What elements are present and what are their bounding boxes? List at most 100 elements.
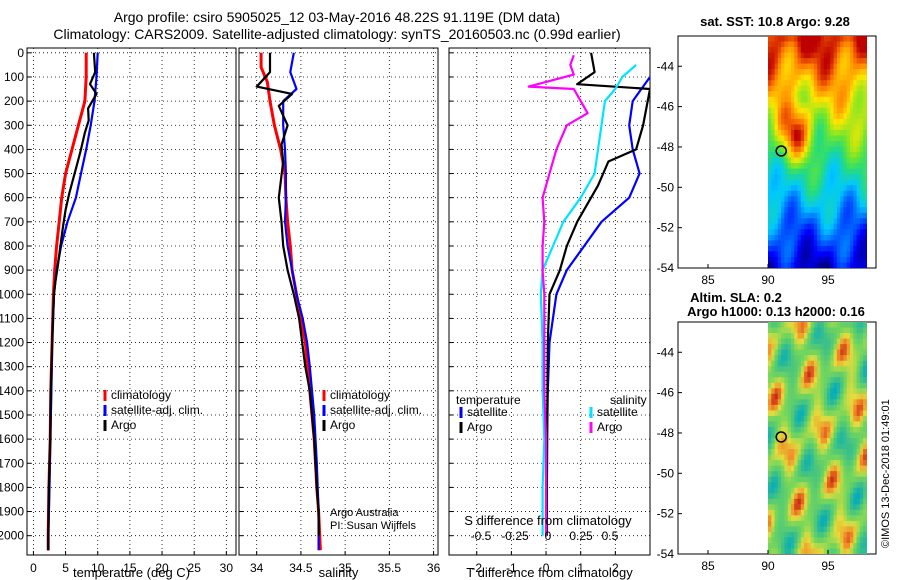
heatmap-cell: [856, 174, 861, 181]
heatmap-cell: [807, 190, 812, 197]
heatmap-cell: [768, 185, 772, 192]
heatmap-cell: [771, 543, 776, 550]
heatmap-cell: [836, 47, 841, 54]
heatmap-cell: [784, 190, 789, 197]
heatmap-cell: [863, 515, 867, 522]
heatmap-cell: [797, 509, 802, 516]
heatmap-cell: [787, 338, 792, 345]
heatmap-cell: [823, 360, 828, 367]
heatmap-cell: [836, 526, 841, 533]
heatmap-cell: [768, 218, 772, 225]
heatmap-cell: [784, 460, 789, 467]
heatmap-cell: [797, 333, 802, 340]
heatmap-cell: [807, 360, 812, 367]
heatmap-cell: [771, 515, 776, 522]
heatmap-cell: [859, 515, 864, 522]
heatmap-cell: [827, 212, 831, 219]
heatmap-cell: [820, 129, 825, 136]
heatmap-cell: [836, 360, 841, 367]
heatmap-cell: [823, 427, 828, 434]
heatmap-cell: [787, 454, 792, 461]
heatmap-cell: [853, 129, 858, 136]
heatmap-cell: [859, 333, 864, 340]
heatmap-cell: [817, 327, 822, 334]
heatmap-cell: [804, 482, 808, 489]
heatmap-cell: [843, 371, 848, 378]
heatmap-cell: [807, 476, 812, 483]
heatmap-cell: [784, 102, 789, 109]
heatmap-cell: [784, 223, 789, 230]
heatmap-cell: [813, 415, 818, 422]
heatmap-cell: [800, 344, 805, 351]
heatmap-cell: [791, 118, 795, 125]
heatmap-cell: [768, 41, 772, 48]
heatmap-cell: [768, 229, 772, 236]
heatmap-cell: [823, 118, 828, 125]
heatmap-cell: [859, 152, 864, 159]
heatmap-cell: [859, 96, 864, 103]
heatmap-cell: [823, 548, 828, 554]
heatmap-cell: [817, 543, 822, 550]
heatmap-cell: [787, 124, 792, 131]
heatmap-cell: [823, 212, 828, 219]
heatmap-cell: [807, 482, 812, 489]
heatmap-cell: [787, 399, 792, 406]
panel-salinity: 34 34.5 35 35.5 36salinityclimatologysatelli…: [238, 47, 441, 580]
heatmap-cell: [820, 47, 825, 54]
heatmap-cell: [833, 509, 838, 516]
heatmap-cell: [784, 454, 789, 461]
heatmap-cell: [823, 349, 828, 356]
heatmap-cell: [810, 377, 815, 384]
heatmap-cell: [791, 327, 795, 334]
panel-frame: [26, 47, 237, 556]
heatmap-cell: [791, 174, 795, 181]
heatmap-cell: [853, 52, 858, 59]
heatmap-cell: [768, 129, 772, 136]
heatmap-cell: [836, 251, 841, 258]
heatmap-cell: [846, 526, 851, 533]
heatmap-cell: [859, 135, 864, 142]
heatmap-cell: [830, 152, 835, 159]
heatmap-cell: [791, 415, 795, 422]
heatmap-cell: [859, 454, 864, 461]
heatmap-cell: [820, 327, 825, 334]
x-tick-label: 0: [543, 561, 550, 575]
heatmap-cell: [784, 124, 789, 131]
heatmap-cell: [823, 515, 828, 522]
heatmap-cell: [794, 163, 799, 170]
heatmap-cell: [863, 251, 867, 258]
heatmap-cell: [823, 251, 828, 258]
heatmap-cell: [797, 454, 802, 461]
heatmap-cell: [784, 69, 789, 76]
heatmap-cell: [827, 427, 831, 434]
legend-label: satellite: [597, 405, 638, 419]
heatmap-cell: [833, 393, 838, 400]
heatmap-cell: [813, 349, 818, 356]
heatmap-cell: [781, 85, 785, 92]
x-tick-label: 10: [91, 561, 105, 575]
heatmap-cell: [768, 371, 772, 378]
heatmap-cell: [863, 471, 867, 478]
heatmap-cell: [830, 102, 835, 109]
x-tick-label: -1: [506, 561, 517, 575]
heatmap-cell: [774, 393, 779, 400]
heatmap-cell: [863, 69, 867, 76]
heatmap-cell: [774, 163, 779, 170]
heatmap-cell: [777, 124, 782, 131]
heatmap-cell: [774, 515, 779, 522]
heatmap-cell: [823, 80, 828, 87]
heatmap-cell: [836, 36, 841, 43]
heatmap-cell: [787, 360, 792, 367]
heatmap-cell: [823, 355, 828, 362]
heatmap-cell: [787, 504, 792, 511]
heatmap-cell: [853, 366, 858, 373]
heatmap-cell: [817, 355, 822, 362]
heatmap-cell: [804, 124, 808, 131]
heatmap-cell: [813, 245, 818, 252]
heatmap-cell: [863, 349, 867, 356]
heatmap-cell: [777, 543, 782, 550]
heatmap-cell: [856, 129, 861, 136]
heatmap-cell: [830, 174, 835, 181]
heatmap-cell: [859, 218, 864, 225]
heatmap-cell: [856, 443, 861, 450]
